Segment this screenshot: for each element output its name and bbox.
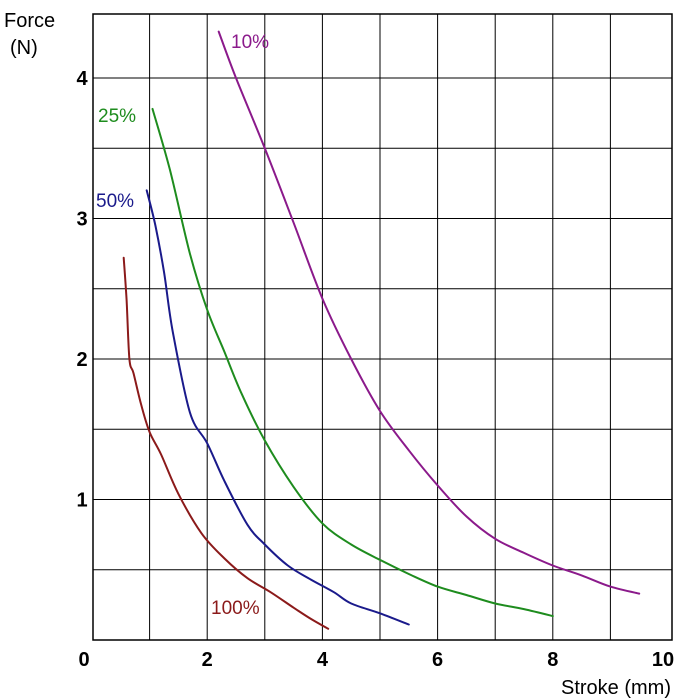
y-axis-label-line2: (N) (10, 37, 38, 59)
x-axis-label: Stroke (mm) (561, 677, 671, 699)
x-tick-label: 10 (652, 649, 674, 671)
y-tick-label: 2 (76, 349, 87, 371)
y-axis-label-line1: Force (4, 10, 55, 32)
x-tick-label: 4 (317, 649, 329, 671)
series-line-50pct (145, 189, 410, 626)
series-labels: 10% 25% 50% 100% (96, 32, 269, 619)
series-label-25pct: 25% (98, 106, 136, 127)
series-label-10pct: 10% (231, 32, 269, 53)
series-lines (122, 30, 641, 630)
x-tick-label: 0 (78, 649, 89, 671)
x-tick-label: 8 (547, 649, 558, 671)
y-tick-label: 1 (76, 490, 87, 512)
series-line-100pct (122, 256, 330, 630)
series-label-50pct: 50% (96, 191, 134, 212)
grid (92, 13, 673, 641)
x-tick-label: 2 (202, 649, 213, 671)
plot-frame (92, 13, 673, 641)
series-line-10pct (217, 30, 641, 595)
x-tick-label: 6 (432, 649, 443, 671)
y-tick-label: 4 (76, 68, 88, 90)
y-tick-label: 3 (76, 209, 87, 231)
series-line-25pct (151, 107, 554, 618)
series-label-100pct: 100% (211, 598, 260, 619)
